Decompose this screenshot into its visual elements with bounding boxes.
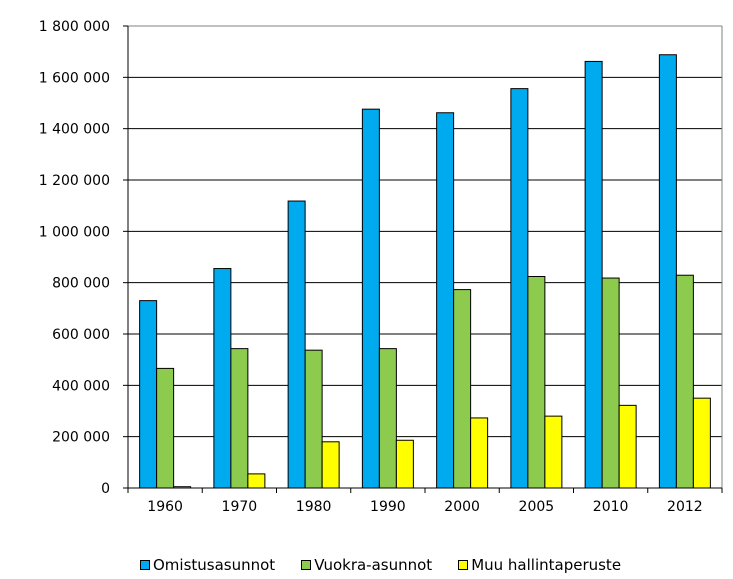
bar xyxy=(510,88,529,489)
bar xyxy=(658,54,677,489)
bar xyxy=(139,300,158,489)
bar xyxy=(247,473,266,489)
bar xyxy=(378,348,397,489)
y-tick-label: 1 200 000 xyxy=(39,173,110,189)
x-tick-labels: 1960 1970 1980 1990 2000 2005 2010 2012 xyxy=(147,499,702,515)
bar xyxy=(230,348,249,489)
x-tick-label: 2010 xyxy=(593,499,629,515)
legend-label-muu-hallintaperuste: Muu hallintaperuste xyxy=(471,556,622,574)
bar xyxy=(601,277,620,489)
bar xyxy=(436,112,455,489)
bar xyxy=(584,60,603,489)
bar xyxy=(527,276,546,489)
legend-swatch-omistusasunnot xyxy=(140,560,150,570)
y-tick-label: 600 000 xyxy=(52,327,110,343)
legend-item-muu-hallintaperuste: Muu hallintaperuste xyxy=(458,556,621,574)
bar xyxy=(675,274,694,489)
legend-swatch-vuokra-asunnot xyxy=(301,560,312,570)
y-tick-label: 800 000 xyxy=(52,276,110,292)
chart: 0 200 000 400 000 600 000 800 000 1 000 000 1 … xyxy=(39,19,723,515)
y-tick-label: 0 xyxy=(101,481,110,497)
x-tick-label: 2012 xyxy=(667,499,703,515)
bar xyxy=(470,417,489,489)
bar xyxy=(692,397,711,489)
y-tick-labels: 0 200 000 400 000 600 000 800 000 1 000 000 1 … xyxy=(39,19,110,497)
y-tick-label: 400 000 xyxy=(52,378,110,394)
bar xyxy=(361,108,380,489)
bar xyxy=(156,367,175,489)
bar xyxy=(213,268,232,489)
x-tick-label: 2005 xyxy=(519,499,555,515)
x-tick-label: 1960 xyxy=(147,499,183,515)
legend-label-omistusasunnot: Omistusasunnot xyxy=(153,556,276,574)
bar xyxy=(287,200,306,489)
bar xyxy=(618,404,637,489)
y-tick-label: 1 000 000 xyxy=(39,224,110,240)
x-tick-label: 1970 xyxy=(222,499,258,515)
axes xyxy=(123,25,723,493)
bar xyxy=(453,289,472,489)
bar xyxy=(321,441,340,489)
legend-item-omistusasunnot: Omistusasunnot xyxy=(140,556,275,574)
legend-swatch-muu-hallintaperuste xyxy=(458,560,469,570)
x-tick-label: 2000 xyxy=(444,499,480,515)
legend-label-vuokra-asunnot: Vuokra-asunnot xyxy=(314,556,433,574)
bar xyxy=(395,439,414,489)
y-tick-label: 200 000 xyxy=(52,430,110,446)
bar xyxy=(544,415,563,489)
legend: Omistusasunnot Vuokra-asunnot Muu hallin… xyxy=(140,555,621,575)
bar xyxy=(304,349,323,489)
bars xyxy=(139,54,711,489)
y-tick-label: 1 400 000 xyxy=(39,122,110,138)
y-tick-label: 1 800 000 xyxy=(39,19,110,35)
x-tick-label: 1990 xyxy=(370,499,406,515)
legend-item-vuokra-asunnot: Vuokra-asunnot xyxy=(301,556,432,574)
x-tick-label: 1980 xyxy=(296,499,332,515)
y-tick-label: 1 600 000 xyxy=(39,70,110,86)
